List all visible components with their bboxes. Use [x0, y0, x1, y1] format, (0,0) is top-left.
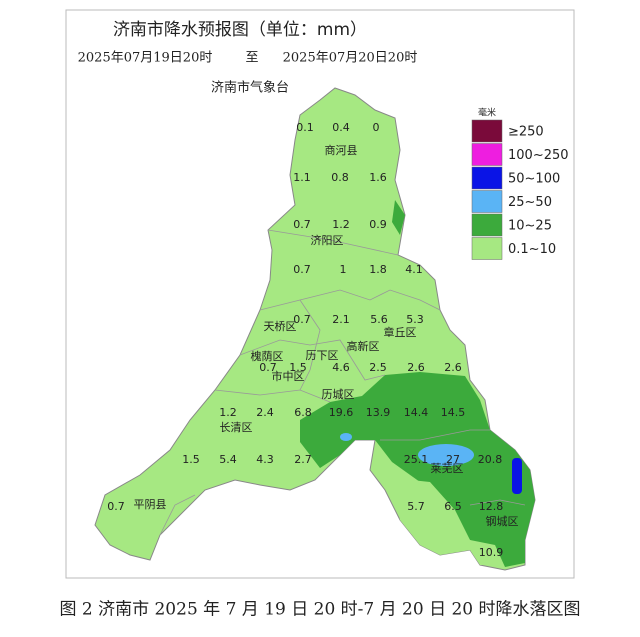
district-label: 历城区 — [322, 388, 355, 401]
district-border — [214, 389, 331, 403]
region-light-inner — [392, 478, 495, 565]
district-label: 历下区 — [306, 349, 339, 362]
rain-value: 4.6 — [332, 361, 350, 374]
rain-value: 5.6 — [370, 313, 388, 326]
rain-value: 6.8 — [294, 406, 312, 419]
rain-value: 20.8 — [478, 453, 503, 466]
rain-value: 2.6 — [407, 361, 425, 374]
date-end: 2025年07月20日20时 — [283, 51, 418, 66]
rain-value: 5.7 — [407, 500, 425, 513]
rain-value: 0.9 — [369, 218, 387, 231]
district-border — [469, 499, 526, 506]
rain-value: 6.5 — [444, 500, 462, 513]
rain-value: 1.2 — [219, 406, 237, 419]
rain-value: 0.7 — [293, 218, 311, 231]
rain-value: 12.8 — [479, 500, 504, 513]
rain-value: 2.5 — [369, 361, 387, 374]
rain-value: 2.6 — [444, 361, 462, 374]
issuer: 济南市气象台 — [211, 80, 289, 96]
district-label: 莱芜区 — [431, 461, 464, 475]
legend: 毫米 ≥250 100~250 50~100 25~50 10~25 0.1~10 — [471, 107, 569, 260]
rain-value: 0.1 — [296, 121, 314, 134]
rain-value: 0.4 — [332, 121, 350, 134]
title: 济南市降水预报图（单位：mm） — [113, 20, 367, 40]
district-label: 市中区 — [272, 369, 305, 383]
district-border — [267, 229, 399, 256]
rain-value: 2.1 — [332, 313, 350, 326]
district-label: 济阳区 — [311, 233, 344, 247]
district-label: 天桥区 — [264, 320, 297, 333]
district-label: 章丘区 — [384, 325, 417, 339]
rain-value: 19.6 — [329, 406, 354, 419]
region-blue-small — [340, 433, 352, 441]
rain-value: 4.1 — [405, 263, 423, 276]
district-border — [380, 429, 490, 441]
rain-value: 0.7 — [293, 313, 311, 326]
district-label: 商河县 — [325, 143, 358, 157]
rain-value: 4.3 — [256, 453, 274, 466]
legend-swatch — [471, 166, 503, 190]
rain-value: 10.9 — [479, 546, 504, 559]
date-start: 2025年07月19日20时 — [78, 51, 213, 66]
region-blue — [418, 444, 474, 466]
rain-value: 1 — [340, 263, 347, 276]
rain-value: 5.4 — [219, 453, 237, 466]
rain-value: 27 — [446, 453, 460, 466]
district-border — [239, 339, 386, 381]
rain-value: 0 — [373, 121, 380, 134]
district-border — [159, 494, 196, 536]
rain-value: 13.9 — [366, 406, 391, 419]
legend-swatch — [471, 143, 503, 166]
region-deep-blue — [512, 458, 522, 494]
rain-value: 25.1 — [404, 453, 429, 466]
rain-value: 1.6 — [369, 171, 387, 184]
legend-label: 0.1~10 — [508, 242, 556, 257]
legend-swatch — [471, 237, 503, 260]
district-border — [299, 299, 321, 391]
legend-label: 50~100 — [508, 172, 560, 187]
rain-value: 14.4 — [404, 406, 429, 419]
region-dark-nw — [392, 200, 405, 235]
legend-swatch — [471, 119, 503, 143]
legend-label: 100~250 — [508, 148, 569, 163]
legend-swatch — [471, 190, 503, 213]
caption: 图 2 济南市 2025 年 7 月 19 日 20 时-7 月 20 日 20… — [59, 600, 580, 620]
legend-swatch — [471, 213, 503, 237]
district-label: 平阴县 — [134, 498, 167, 511]
district-label: 长清区 — [220, 421, 253, 434]
region-dark — [300, 372, 535, 567]
rain-value: 1.8 — [369, 263, 387, 276]
rain-value: 1.5 — [289, 361, 307, 374]
legend-label: 10~25 — [508, 219, 552, 234]
rain-value: 5.3 — [406, 313, 424, 326]
district-label: 高新区 — [347, 339, 380, 353]
rain-value: 1.1 — [293, 171, 311, 184]
district-label: 槐荫区 — [251, 349, 284, 363]
rain-value: 2.7 — [294, 453, 312, 466]
district-label: 钢城区 — [486, 515, 519, 528]
legend-unit: 毫米 — [478, 107, 496, 119]
rain-value: 1.5 — [182, 453, 200, 466]
legend-label: 25~50 — [508, 195, 552, 210]
map — [94, 87, 536, 571]
legend-label: ≥250 — [508, 125, 544, 140]
rain-value: 2.4 — [256, 406, 274, 419]
rain-value: 0.7 — [107, 500, 125, 513]
date-sep: 至 — [245, 51, 258, 66]
rain-value: 0.7 — [293, 263, 311, 276]
rain-value: 0.8 — [331, 171, 349, 184]
rain-value: 1.2 — [332, 218, 350, 231]
rain-value: 0.7 — [259, 361, 277, 374]
rain-value: 14.5 — [441, 406, 466, 419]
